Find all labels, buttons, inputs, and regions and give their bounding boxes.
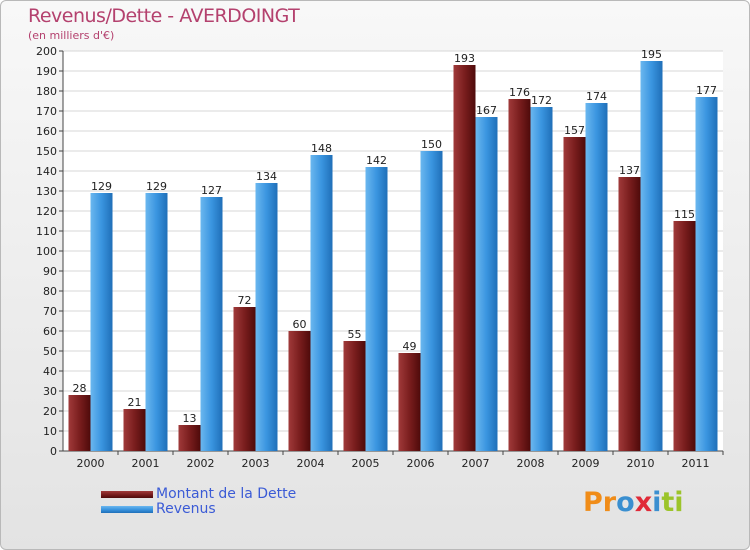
bar-revenus xyxy=(640,61,663,451)
data-label-revenus: 129 xyxy=(91,180,112,193)
y-tick-label: 100 xyxy=(36,245,57,258)
x-tick-label: 2010 xyxy=(627,457,655,470)
bar-revenus xyxy=(200,197,223,451)
data-label-revenus: 150 xyxy=(421,138,442,151)
y-tick-label: 80 xyxy=(43,285,57,298)
bar-dette xyxy=(398,353,421,451)
y-tick-label: 150 xyxy=(36,145,57,158)
bar-dette xyxy=(673,221,696,451)
y-tick-label: 120 xyxy=(36,205,57,218)
data-label-dette: 72 xyxy=(238,294,252,307)
data-label-revenus: 148 xyxy=(311,142,332,155)
logo-letter: r xyxy=(602,487,617,518)
bar-dette xyxy=(68,395,91,451)
data-label-dette: 55 xyxy=(348,328,362,341)
y-tick-label: 30 xyxy=(43,385,57,398)
bar-dette xyxy=(343,341,366,451)
bar-dette xyxy=(288,331,311,451)
chart-subtitle: (en milliers d'€) xyxy=(28,29,115,42)
chart-title: Revenus/Dette - AVERDOINGT xyxy=(28,5,300,27)
data-label-revenus: 134 xyxy=(256,170,277,183)
bar-revenus xyxy=(255,183,278,451)
logo-letter: i xyxy=(652,487,662,518)
x-tick-label: 2001 xyxy=(132,457,160,470)
x-tick-label: 2000 xyxy=(77,457,105,470)
data-label-dette: 28 xyxy=(73,382,87,395)
legend-label-dette: Montant de la Dette xyxy=(156,486,297,502)
y-tick-label: 140 xyxy=(36,165,57,178)
bar-dette xyxy=(453,65,476,451)
logo-letter: t xyxy=(661,487,675,518)
data-label-dette: 60 xyxy=(293,318,307,331)
data-label-revenus: 174 xyxy=(586,90,607,103)
legend-swatch-revenus xyxy=(101,506,153,513)
data-label-revenus: 177 xyxy=(696,84,717,97)
y-tick-label: 130 xyxy=(36,185,57,198)
bar-dette xyxy=(178,425,201,451)
x-tick-label: 2002 xyxy=(187,457,215,470)
bar-revenus xyxy=(90,193,113,451)
data-label-dette: 49 xyxy=(403,340,417,353)
x-tick-label: 2009 xyxy=(572,457,600,470)
y-tick-label: 0 xyxy=(50,445,57,458)
bar-revenus xyxy=(585,103,608,451)
bar-revenus xyxy=(695,97,718,451)
bar-dette xyxy=(508,99,531,451)
logo-letter: o xyxy=(616,487,635,518)
data-label-dette: 176 xyxy=(509,86,530,99)
bar-dette xyxy=(233,307,256,451)
bar-dette xyxy=(123,409,146,451)
y-tick-label: 90 xyxy=(43,265,57,278)
y-tick-label: 170 xyxy=(36,105,57,118)
legend-swatch-dette xyxy=(101,491,153,498)
y-tick-label: 190 xyxy=(36,65,57,78)
logo-letter: x xyxy=(634,487,653,518)
y-tick-label: 10 xyxy=(43,425,57,438)
y-tick-label: 40 xyxy=(43,365,57,378)
data-label-dette: 157 xyxy=(564,124,585,137)
data-label-revenus: 195 xyxy=(641,48,662,61)
logo-letter: i xyxy=(674,487,684,518)
x-tick-label: 2005 xyxy=(352,457,380,470)
y-tick-label: 160 xyxy=(36,125,57,138)
y-tick-label: 180 xyxy=(36,85,57,98)
data-label-dette: 21 xyxy=(128,396,142,409)
x-tick-label: 2003 xyxy=(242,457,270,470)
bar-revenus xyxy=(310,155,333,451)
data-label-revenus: 167 xyxy=(476,104,497,117)
data-label-revenus: 172 xyxy=(531,94,552,107)
bar-revenus xyxy=(420,151,443,451)
x-tick-label: 2008 xyxy=(517,457,545,470)
bar-revenus xyxy=(530,107,553,451)
y-tick-label: 70 xyxy=(43,305,57,318)
bar-revenus xyxy=(145,193,168,451)
bar-revenus xyxy=(365,167,388,451)
legend-label-revenus: Revenus xyxy=(156,501,216,517)
data-label-dette: 115 xyxy=(674,208,695,221)
proxiti-logo: Proxiti xyxy=(583,487,684,518)
y-tick-label: 50 xyxy=(43,345,57,358)
y-tick-label: 200 xyxy=(36,45,57,58)
y-tick-label: 110 xyxy=(36,225,57,238)
logo-letter: P xyxy=(583,487,603,518)
y-tick-label: 60 xyxy=(43,325,57,338)
data-label-dette: 13 xyxy=(183,412,197,425)
x-tick-label: 2007 xyxy=(462,457,490,470)
bar-revenus xyxy=(475,117,498,451)
bar-dette xyxy=(563,137,586,451)
y-tick-label: 20 xyxy=(43,405,57,418)
data-label-revenus: 142 xyxy=(366,154,387,167)
x-tick-label: 2011 xyxy=(682,457,710,470)
x-tick-label: 2004 xyxy=(297,457,325,470)
x-tick-label: 2006 xyxy=(407,457,435,470)
bar-dette xyxy=(618,177,641,451)
data-label-dette: 137 xyxy=(619,164,640,177)
data-label-dette: 193 xyxy=(454,52,475,65)
data-label-revenus: 127 xyxy=(201,184,222,197)
data-label-revenus: 129 xyxy=(146,180,167,193)
